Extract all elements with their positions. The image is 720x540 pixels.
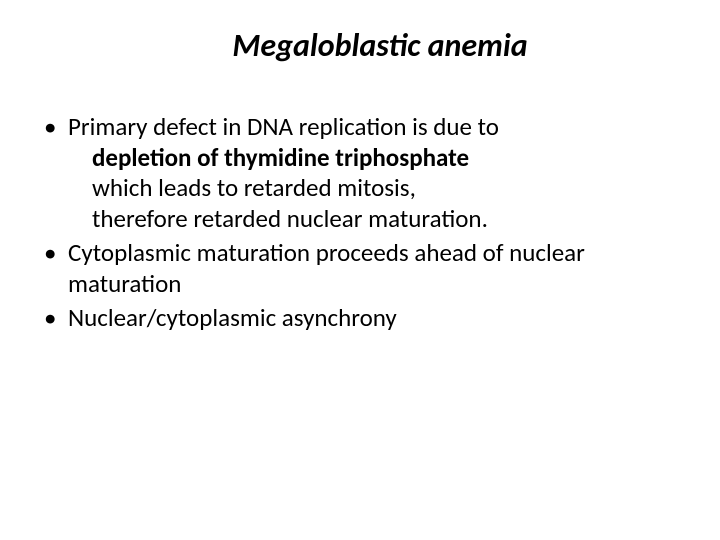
- b1-line2: depletion of thymidine triphosphate: [68, 143, 688, 174]
- slide-body: Primary defect in DNA replication is due…: [38, 112, 688, 338]
- b1-line3: which leads to retarded mitosis,: [68, 173, 688, 204]
- slide: Megaloblastic anemia Primary defect in D…: [0, 0, 720, 540]
- bullet-list: Primary defect in DNA replication is due…: [38, 112, 688, 334]
- bullet-item-2: Cytoplasmic maturation proceeds ahead of…: [38, 238, 688, 299]
- slide-title: Megaloblastic anemia: [0, 26, 720, 65]
- b1-line1: Primary defect in DNA replication is due…: [68, 111, 499, 142]
- b1-line4: therefore retarded nuclear maturation.: [68, 204, 688, 235]
- bullet-item-3: Nuclear/cytoplasmic asynchrony: [38, 303, 688, 334]
- bullet-item-1: Primary defect in DNA replication is due…: [38, 112, 688, 234]
